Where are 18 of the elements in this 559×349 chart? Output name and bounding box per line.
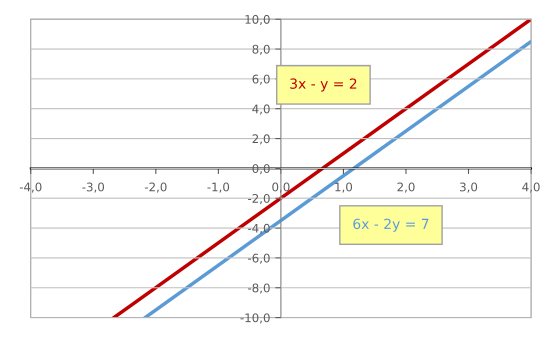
y-tick-label: -4,0 <box>248 224 270 234</box>
x-tick-label: -3,0 <box>82 182 104 193</box>
y-tick-label: 4,0 <box>252 104 270 115</box>
y-tick-label: -2,0 <box>248 194 270 204</box>
y-tick-label: -10,0 <box>240 313 270 324</box>
y-tick-label: -6,0 <box>248 254 270 264</box>
text: 6x - 2y = 7 <box>353 218 428 232</box>
x-tick-label: 3,0 <box>460 182 478 193</box>
y-tick-label: 6,0 <box>252 74 270 85</box>
x-tick-label: 1,0 <box>335 182 352 193</box>
y-tick-label: 2,0 <box>252 134 270 144</box>
y-tick-label: 8,0 <box>252 44 270 55</box>
x-tick-label: 2,0 <box>397 182 415 193</box>
y-tick-label: -8,0 <box>248 283 270 294</box>
y-tick-label: 10,0 <box>245 14 270 26</box>
x-tick-label: -2,0 <box>144 182 167 193</box>
text: 3x - y = 2 <box>290 78 356 92</box>
x-tick-label: -1,0 <box>207 182 230 193</box>
